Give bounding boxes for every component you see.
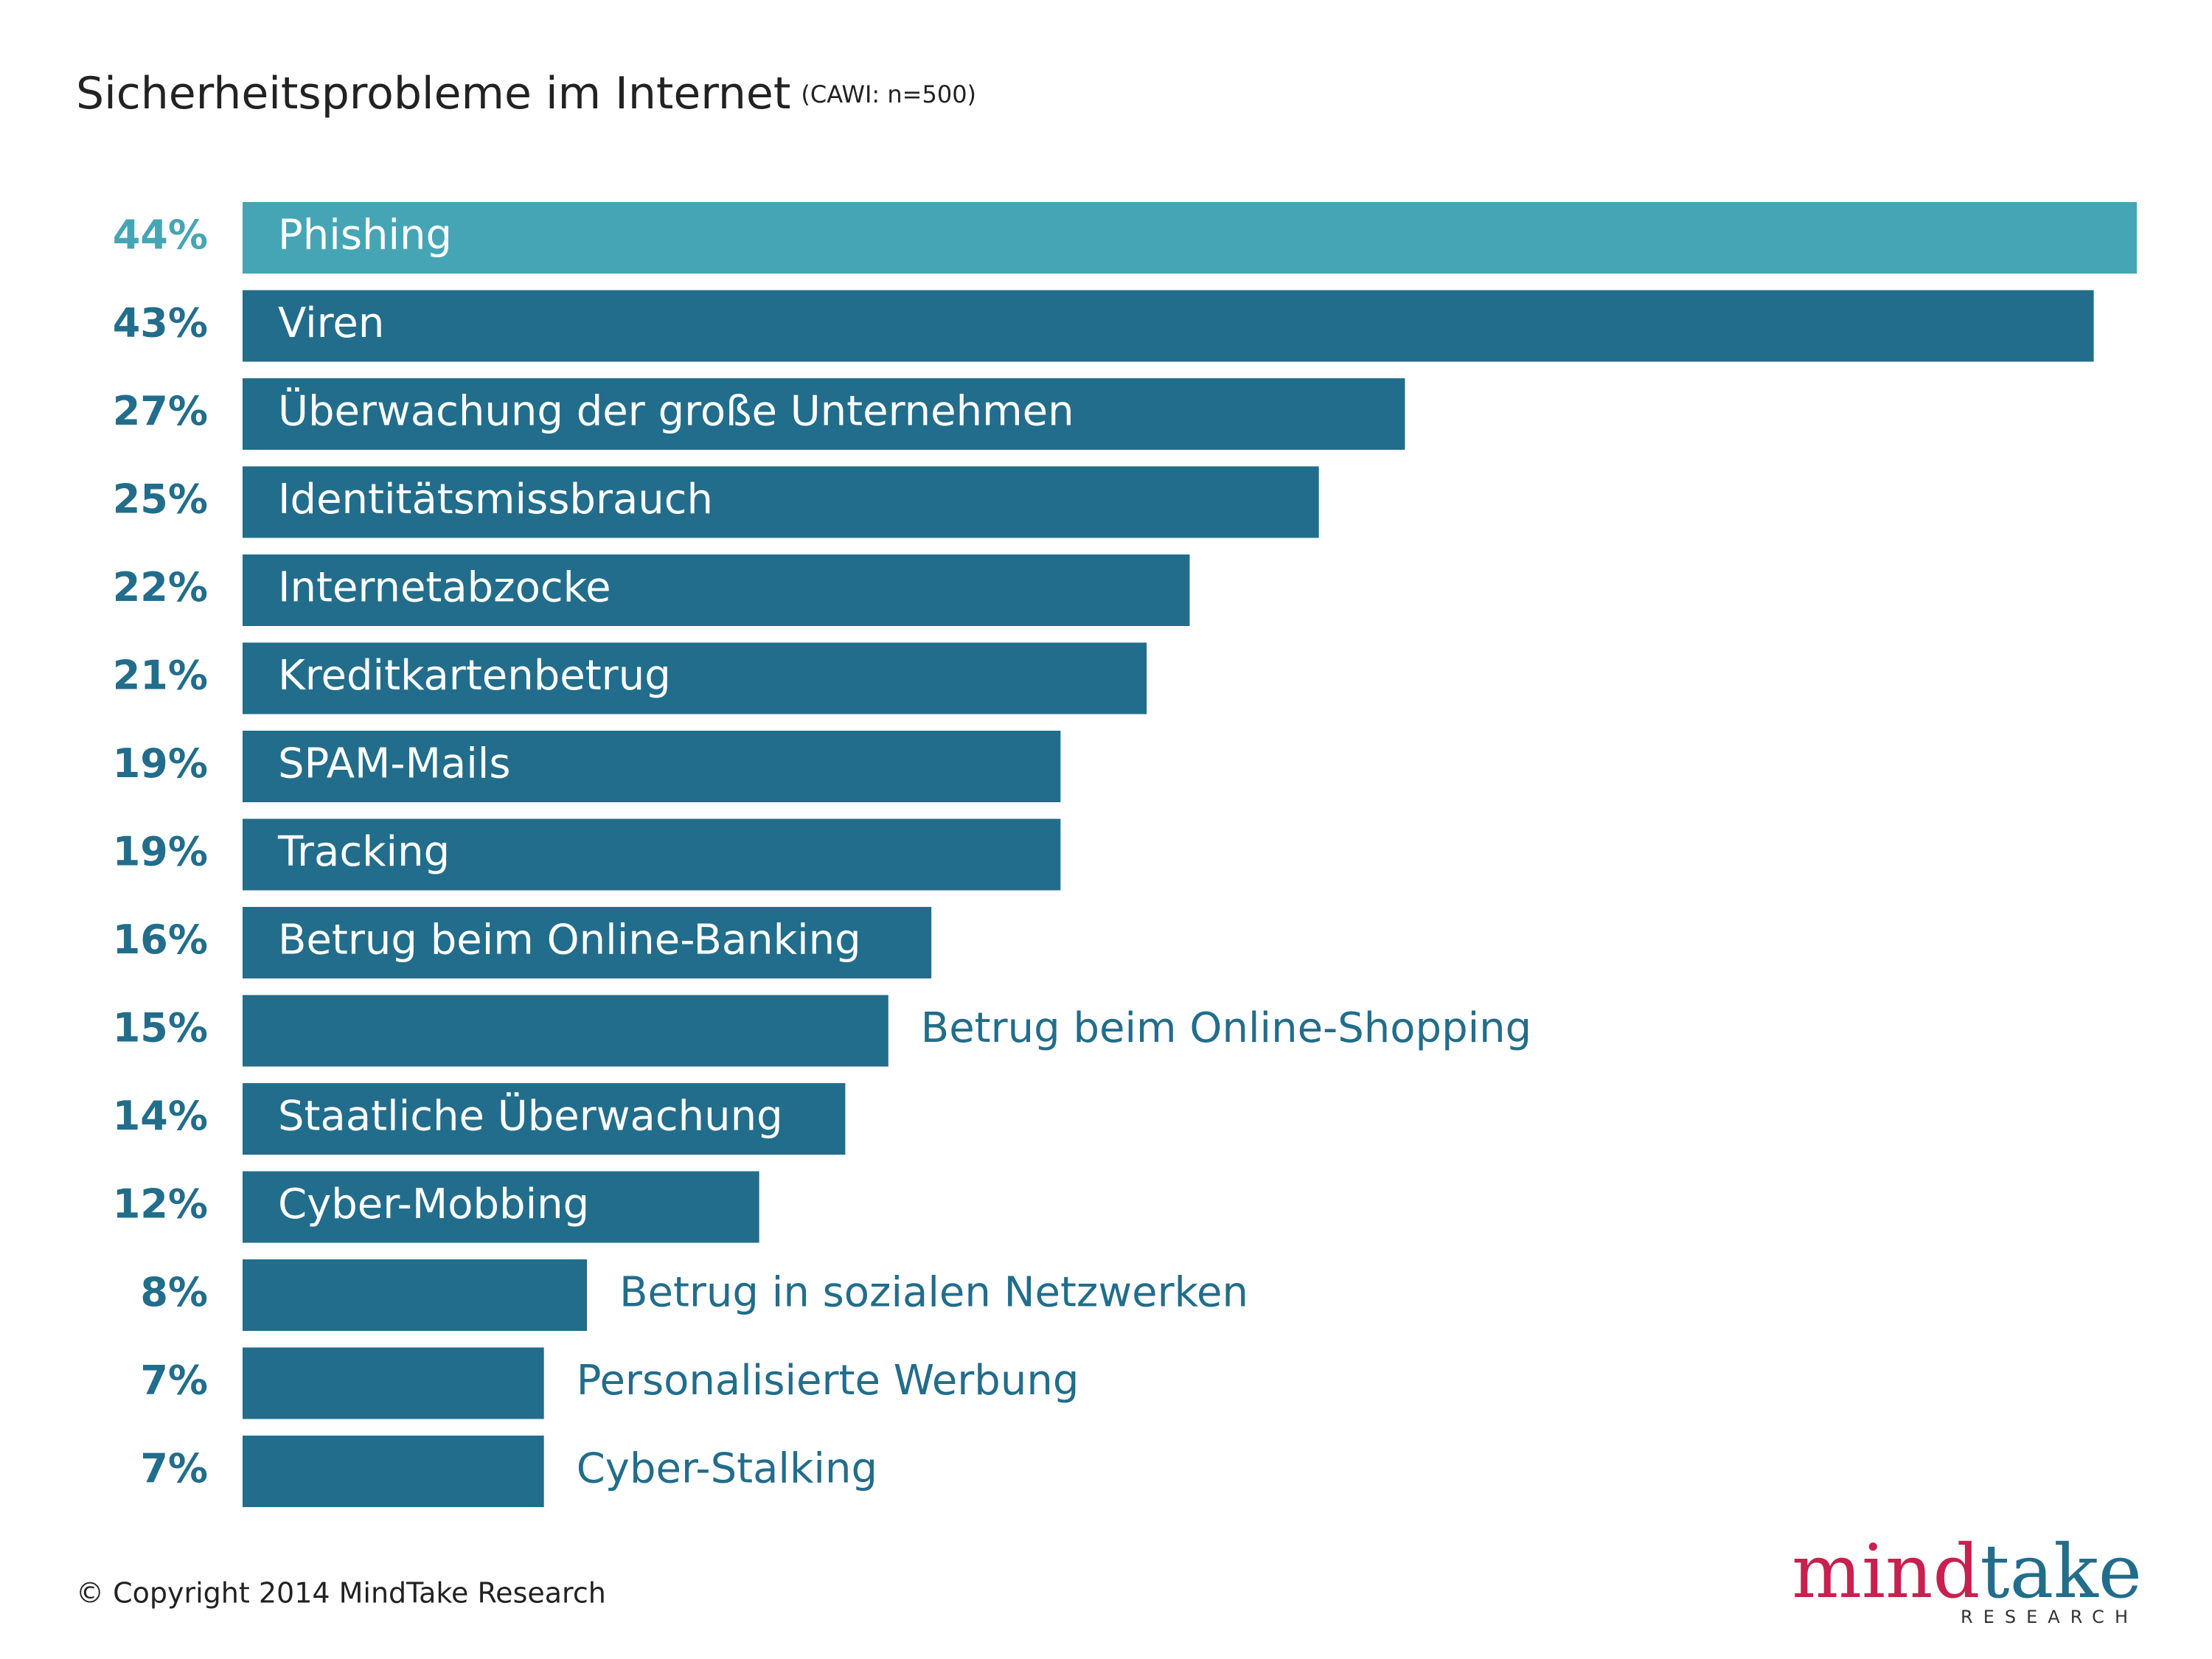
bar (243, 995, 888, 1067)
category-label: Viren (278, 299, 384, 347)
category-label: Betrug beim Online-Banking (278, 917, 861, 964)
subtitle: (CAWI: n=500) (801, 80, 976, 108)
value-label: 21% (113, 653, 208, 699)
bar (243, 1083, 846, 1155)
value-label: 19% (113, 740, 208, 787)
logo: mindtake (1792, 1528, 2142, 1615)
value-label: 22% (113, 564, 208, 611)
category-label: Cyber-Stalking (577, 1445, 877, 1493)
value-label: 12% (113, 1181, 208, 1228)
bar (243, 466, 1319, 538)
value-label: 15% (113, 1005, 208, 1051)
chart-title: Sicherheitsprobleme im Internet (CAWI: n=… (76, 68, 976, 119)
bar (243, 554, 1190, 626)
category-label: Phishing (278, 212, 452, 260)
bar (243, 1171, 759, 1243)
bar (243, 290, 2094, 362)
value-label: 44% (113, 212, 208, 258)
bar (243, 1436, 544, 1507)
bar (243, 378, 1405, 450)
logo-mind: mind (1792, 1528, 1980, 1615)
category-label: Identitätsmissbrauch (278, 476, 713, 524)
category-label: Betrug beim Online-Shopping (921, 1004, 1531, 1052)
value-label: 7% (140, 1357, 208, 1404)
category-label: Cyber-Mobbing (278, 1180, 589, 1228)
value-label: 8% (140, 1269, 208, 1315)
category-label: Betrug in sozialen Netzwerken (619, 1269, 1248, 1317)
logo-sub: RESEARCH (1961, 1607, 2138, 1627)
value-label: 25% (113, 476, 208, 523)
value-label: 43% (113, 300, 208, 347)
bar (243, 907, 932, 978)
category-label: Tracking (277, 828, 450, 876)
category-label: Überwachung der große Unternehmen (278, 388, 1074, 436)
category-label: Personalisierte Werbung (577, 1357, 1079, 1405)
bar (243, 1259, 588, 1331)
bar (243, 731, 1061, 802)
category-label: Kreditkartenbetrug (278, 652, 671, 700)
bar (243, 642, 1147, 714)
category-label: Internetabzocke (278, 564, 611, 612)
value-label: 19% (113, 829, 208, 875)
copyright: © Copyright 2014 MindTake Research (76, 1577, 606, 1610)
bar (243, 818, 1061, 891)
logo-take: take (1980, 1528, 2142, 1615)
bar (243, 1347, 544, 1419)
title: Sicherheitsprobleme im Internet (76, 68, 790, 119)
value-label: 14% (113, 1093, 208, 1139)
value-label: 16% (113, 917, 208, 963)
category-label: SPAM-Mails (278, 740, 511, 788)
bar (243, 202, 2137, 274)
category-label: Staatliche Überwachung (278, 1093, 783, 1141)
value-label: 7% (140, 1445, 208, 1492)
value-label: 27% (113, 388, 208, 434)
